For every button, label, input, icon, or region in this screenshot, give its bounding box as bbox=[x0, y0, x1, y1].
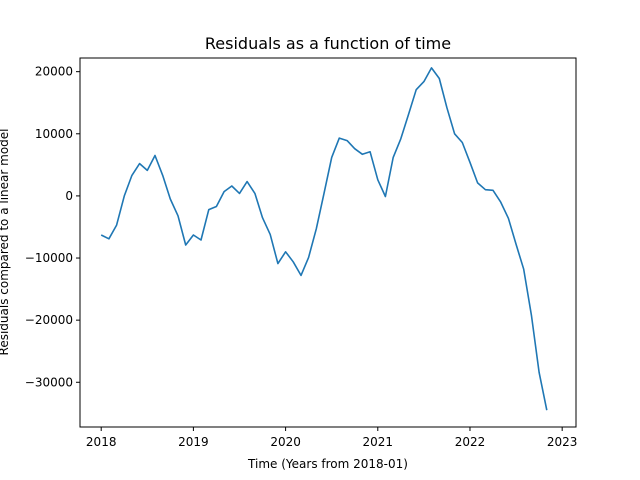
y-tick-label: 0 bbox=[65, 189, 73, 203]
plot-area bbox=[100, 67, 548, 411]
chart-title: Residuals as a function of time bbox=[205, 34, 451, 53]
x-axis-ticks: 2018 2019 2020 2021 2022 2023 bbox=[86, 427, 578, 449]
y-tick-label: 20000 bbox=[35, 65, 73, 79]
y-tick-label: −20000 bbox=[25, 313, 73, 327]
series-line bbox=[100, 67, 548, 411]
y-tick-label: −30000 bbox=[25, 375, 73, 389]
x-axis-label: Time (Years from 2018-01) bbox=[247, 457, 408, 471]
y-tick-label: −10000 bbox=[25, 251, 73, 265]
plot-frame bbox=[79, 57, 577, 428]
x-tick-label: 2021 bbox=[363, 435, 394, 449]
x-tick-label: 2019 bbox=[178, 435, 209, 449]
x-tick-label: 2022 bbox=[455, 435, 486, 449]
x-tick-label: 2023 bbox=[547, 435, 578, 449]
y-axis-label: Residuals compared to a linear model bbox=[0, 129, 11, 356]
y-axis-ticks: −30000 −20000 −10000 0 10000 20000 bbox=[25, 65, 80, 389]
x-tick-label: 2020 bbox=[270, 435, 301, 449]
x-tick-label: 2018 bbox=[86, 435, 117, 449]
y-tick-label: 10000 bbox=[35, 127, 73, 141]
